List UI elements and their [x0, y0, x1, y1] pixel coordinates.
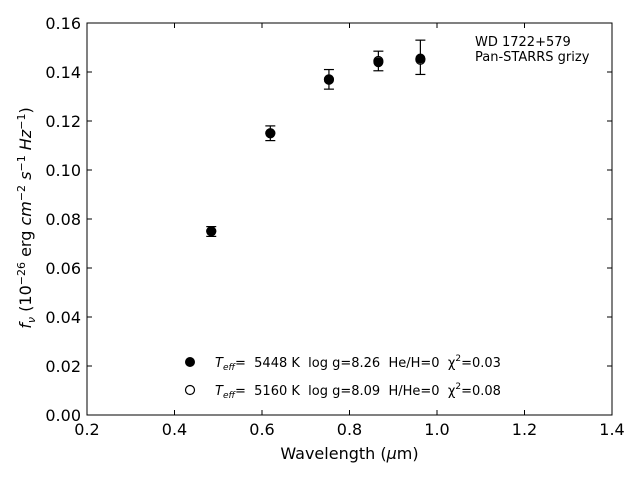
y-tick-label: 0.14 — [45, 63, 81, 82]
x-tick-label: 0.8 — [337, 420, 362, 439]
x-tick-label: 0.4 — [162, 420, 187, 439]
y-tick-label: 0.16 — [45, 14, 81, 33]
y-tick-label: 0.12 — [45, 112, 81, 131]
legend-label-2: Teff= 5160 K log g=8.09 H/He=0 χ2=0.08 — [215, 382, 501, 401]
svg-text:fν (10−26 erg cm−2 s−1 Hz−1): fν (10−26 erg cm−2 s−1 Hz−1) — [15, 107, 38, 328]
tick-labels: 0.2 0.4 0.6 0.8 1.0 1.2 1.4 0.00 0.02 0.04 0.06 0.0… — [45, 14, 624, 439]
legend-marker-open — [184, 384, 196, 396]
x-tick-label: 0.2 — [74, 420, 99, 439]
x-tick-label: 1.0 — [424, 420, 449, 439]
point-filled-model — [323, 74, 334, 85]
y-tick-label: 0.08 — [45, 210, 81, 229]
x-tick-label: 1.4 — [599, 420, 624, 439]
point-filled-model — [206, 226, 217, 237]
data-points — [206, 53, 426, 237]
x-tick-label: 1.2 — [512, 420, 537, 439]
y-tick-label: 0.02 — [45, 357, 81, 376]
axis-ticks — [86, 22, 613, 416]
error-bars — [206, 39, 426, 237]
y-tick-label: 0.04 — [45, 308, 81, 327]
annotation-star-name: WD 1722+579 — [475, 35, 571, 50]
x-axis-title: Wavelength (μm) — [280, 444, 418, 463]
point-filled-model — [265, 128, 276, 139]
y-axis-title: fν (10−26 erg cm−2 s−1 Hz−1) — [15, 107, 38, 328]
legend: Teff= 5448 K log g=8.26 He/H=0 χ2=0.03 T… — [184, 354, 501, 401]
annotation-survey: Pan-STARRS grizy — [475, 50, 590, 65]
x-tick-label: 0.6 — [249, 420, 274, 439]
point-filled-model — [373, 57, 384, 68]
y-tick-label: 0.06 — [45, 259, 81, 278]
point-filled-model — [415, 53, 426, 64]
y-tick-label: 0.00 — [45, 406, 81, 425]
y-tick-label: 0.10 — [45, 161, 81, 180]
legend-label-1: Teff= 5448 K log g=8.26 He/H=0 χ2=0.03 — [215, 354, 501, 373]
legend-marker-filled — [185, 357, 195, 367]
